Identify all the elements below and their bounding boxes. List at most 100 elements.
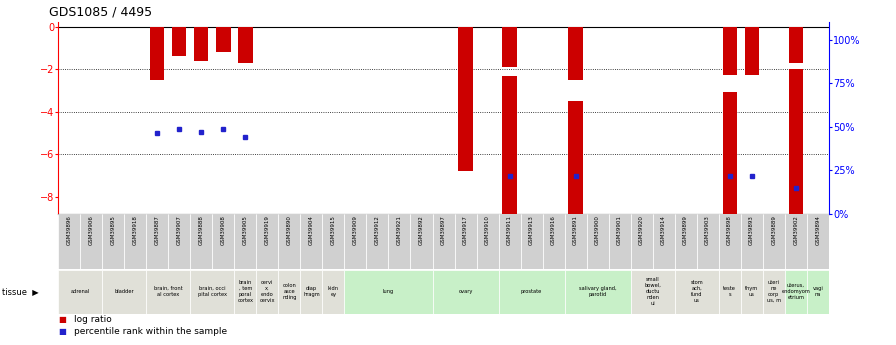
Text: GSM39899: GSM39899 (683, 216, 688, 245)
Text: GSM39918: GSM39918 (133, 216, 138, 245)
Bar (498, 214, 521, 269)
Text: vagi
na: vagi na (813, 286, 823, 297)
Bar (151, 27, 165, 80)
Bar (503, 27, 517, 67)
Text: GSM39906: GSM39906 (89, 216, 94, 245)
Bar (146, 269, 190, 314)
Bar (477, 214, 498, 269)
Bar (543, 214, 564, 269)
Bar (785, 269, 806, 314)
Text: prostate: prostate (521, 289, 542, 294)
Bar (102, 214, 125, 269)
Text: GSM39914: GSM39914 (661, 216, 667, 245)
Text: GSM39901: GSM39901 (617, 216, 622, 245)
Text: GSM39891: GSM39891 (573, 216, 578, 245)
Bar (366, 214, 389, 269)
Bar (58, 214, 81, 269)
Bar (521, 214, 543, 269)
Bar (344, 269, 433, 314)
Bar (81, 214, 102, 269)
Bar (454, 214, 477, 269)
Bar (697, 214, 719, 269)
Bar (785, 214, 806, 269)
Bar (788, 69, 803, 214)
Bar (498, 269, 564, 314)
Bar (194, 27, 209, 61)
Bar (608, 214, 631, 269)
Bar (235, 214, 256, 269)
Bar (146, 214, 168, 269)
Text: thym
us: thym us (745, 286, 758, 297)
Text: GDS1085 / 4495: GDS1085 / 4495 (49, 6, 152, 19)
Bar (741, 269, 762, 314)
Bar (503, 76, 517, 214)
Bar (719, 214, 741, 269)
Bar (564, 269, 631, 314)
Text: diap
hragm: diap hragm (303, 286, 320, 297)
Text: GSM39905: GSM39905 (243, 216, 248, 245)
Text: brain
, tem
poral
cortex: brain , tem poral cortex (237, 280, 254, 303)
Text: small
bowel,
ductu
nden
ui: small bowel, ductu nden ui (644, 277, 661, 306)
Bar (741, 214, 762, 269)
Text: salivary gland,
parotid: salivary gland, parotid (579, 286, 616, 297)
Bar (410, 214, 433, 269)
Text: GSM39919: GSM39919 (265, 216, 270, 245)
Text: GSM39893: GSM39893 (749, 216, 754, 245)
Bar (300, 214, 323, 269)
Text: GSM39904: GSM39904 (309, 216, 314, 245)
Text: GSM39887: GSM39887 (155, 216, 159, 245)
Text: GSM39896: GSM39896 (66, 216, 72, 245)
Bar (762, 269, 785, 314)
Text: GSM39889: GSM39889 (771, 216, 776, 245)
Bar (433, 269, 498, 314)
Bar (719, 269, 741, 314)
Text: GSM39916: GSM39916 (551, 216, 556, 245)
Text: GSM39902: GSM39902 (793, 216, 798, 245)
Text: kidn
ey: kidn ey (328, 286, 339, 297)
Text: tissue  ▶: tissue ▶ (2, 287, 39, 296)
Bar (652, 214, 675, 269)
Bar (256, 269, 279, 314)
Bar (788, 27, 803, 63)
Text: uteri
ne
corp
us, m: uteri ne corp us, m (767, 280, 780, 303)
Bar (568, 101, 582, 214)
Bar (564, 214, 587, 269)
Bar (212, 214, 235, 269)
Text: ovary: ovary (459, 289, 473, 294)
Bar (568, 27, 582, 80)
Bar (102, 269, 146, 314)
Text: GSM39913: GSM39913 (529, 216, 534, 245)
Bar (762, 214, 785, 269)
Bar (216, 27, 230, 52)
Bar (631, 269, 675, 314)
Bar (806, 214, 829, 269)
Bar (323, 269, 344, 314)
Bar (323, 214, 344, 269)
Text: GSM39911: GSM39911 (507, 216, 513, 245)
Text: lung: lung (383, 289, 394, 294)
Bar (190, 214, 212, 269)
Bar (433, 214, 454, 269)
Text: bladder: bladder (115, 289, 134, 294)
Text: log ratio: log ratio (74, 315, 112, 324)
Bar (631, 214, 652, 269)
Text: GSM39888: GSM39888 (199, 216, 204, 245)
Text: GSM39900: GSM39900 (595, 216, 600, 245)
Text: GSM39892: GSM39892 (419, 216, 424, 245)
Bar (190, 269, 235, 314)
Text: brain, occi
pital cortex: brain, occi pital cortex (198, 286, 227, 297)
Text: stom
ach,
fund
us: stom ach, fund us (690, 280, 703, 303)
Text: GSM39912: GSM39912 (375, 216, 380, 245)
Text: brain, front
al cortex: brain, front al cortex (154, 286, 183, 297)
Text: ■: ■ (58, 327, 66, 336)
Bar (389, 214, 410, 269)
Text: GSM39890: GSM39890 (287, 216, 292, 245)
Bar (235, 269, 256, 314)
Text: GSM39897: GSM39897 (441, 216, 446, 245)
Text: ■: ■ (58, 315, 66, 324)
Text: GSM39903: GSM39903 (705, 216, 711, 245)
Text: GSM39921: GSM39921 (397, 216, 402, 245)
Bar (238, 27, 253, 63)
Text: percentile rank within the sample: percentile rank within the sample (74, 327, 228, 336)
Bar (745, 27, 759, 75)
